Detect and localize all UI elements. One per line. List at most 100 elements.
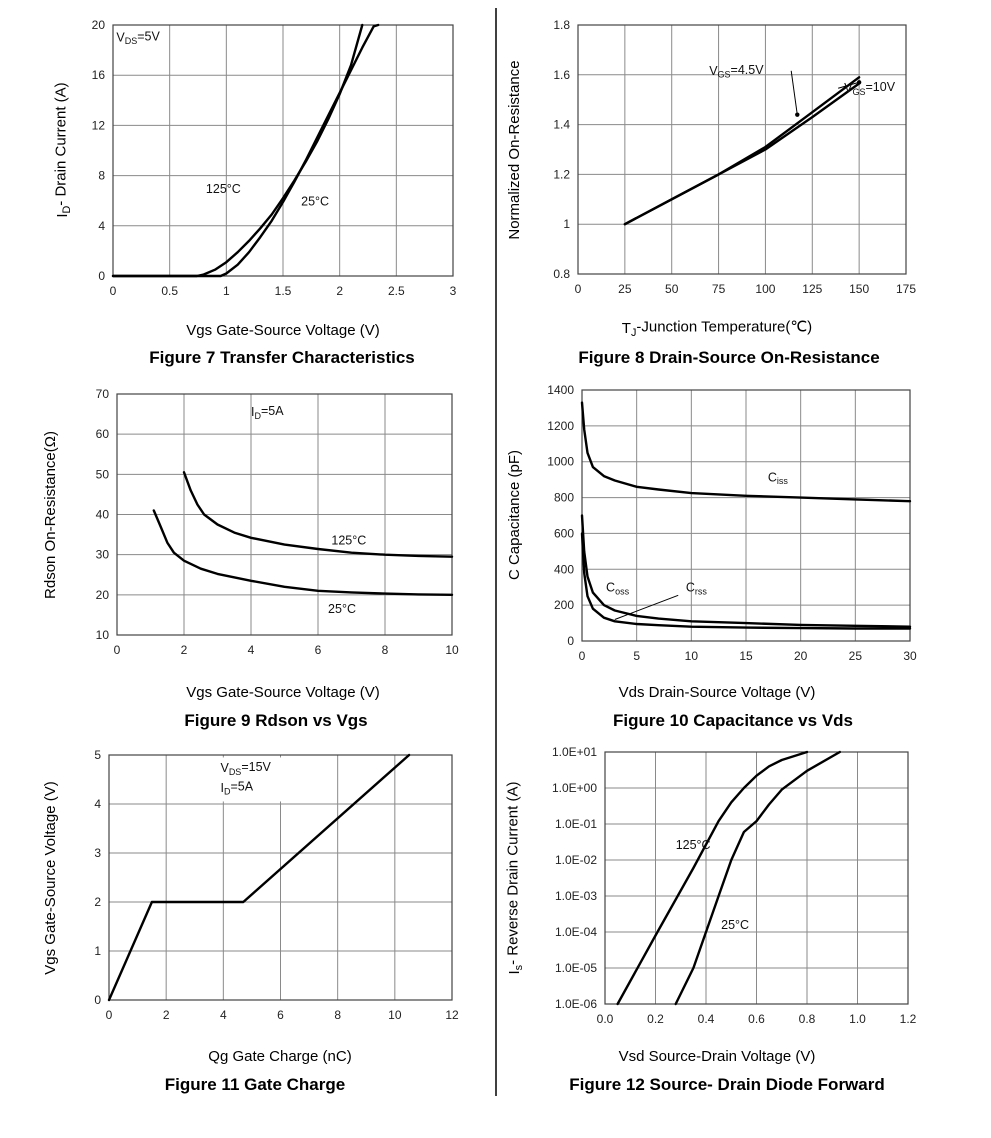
series-line (623, 76, 861, 226)
series-label: 25°C (301, 195, 329, 209)
y-tick-label: 600 (554, 526, 574, 540)
y-tick-label: 20 (92, 18, 106, 32)
leader-arrowhead (795, 112, 800, 117)
x-tick-label: 2 (336, 284, 343, 298)
series-label: Crss​ (686, 581, 708, 597)
y-axis-label: Rdson On-Resistance(Ω) (42, 431, 59, 599)
chart-fig8: 0 25 50 75 100 125 150 175 0.8 1 1.2 1.4 1.6 1.8 TJ​-J… (506, 18, 916, 367)
y-tick-label: 1 (94, 944, 101, 958)
x-tick-label: 20 (794, 649, 808, 663)
series-label: VGS​=10V (844, 80, 896, 97)
x-tick-label: 15 (739, 649, 753, 663)
x-tick-label: 2 (163, 1008, 170, 1022)
y-tick-label: 1.0E-02 (555, 853, 597, 867)
y-tick-label: 1.0E-06 (555, 997, 597, 1011)
x-tick-label: 4 (220, 1008, 227, 1022)
x-tick-label: 1.5 (275, 284, 292, 298)
x-tick-label: 0 (114, 643, 121, 657)
x-tick-label: 2 (181, 643, 188, 657)
figure-title: Figure 10 Capacitance vs Vds (613, 711, 853, 730)
y-tick-label: 0 (98, 269, 105, 283)
y-tick-label: 1.0E-03 (555, 889, 597, 903)
series-line (623, 82, 861, 226)
series-line (107, 753, 411, 1002)
y-tick-label: 1.6 (553, 68, 570, 82)
x-tick-label: 8 (334, 1008, 341, 1022)
plot-frame (108, 754, 453, 1001)
x-tick-label: 1 (223, 284, 230, 298)
x-tick-label: 8 (382, 643, 389, 657)
series-label: Coss​ (606, 581, 630, 597)
x-tick-label: 30 (903, 649, 917, 663)
y-tick-label: 800 (554, 491, 574, 505)
x-tick-label: 0.0 (597, 1012, 614, 1026)
x-tick-label: 150 (849, 282, 869, 296)
x-tick-label: 10 (388, 1008, 402, 1022)
x-tick-label: 0.6 (748, 1012, 765, 1026)
x-tick-label: 0 (579, 649, 586, 663)
y-tick-label: 200 (554, 598, 574, 612)
y-tick-label: 1.0E-01 (555, 817, 597, 831)
x-tick-label: 175 (896, 282, 916, 296)
x-axis-label: Qg Gate Charge (nC) (208, 1048, 351, 1065)
y-tick-label: 30 (96, 548, 110, 562)
y-tick-label: 60 (96, 427, 110, 441)
x-tick-label: 0.5 (161, 284, 178, 298)
y-tick-label: 10 (96, 628, 110, 642)
y-tick-label: 4 (98, 219, 105, 233)
x-tick-label: 0.4 (698, 1012, 715, 1026)
x-axis-label: Vgs Gate-Source Voltage (V) (186, 322, 379, 339)
x-tick-label: 10 (685, 649, 699, 663)
series-line (674, 750, 841, 1006)
y-tick-label: 1.4 (553, 118, 570, 132)
chart-fig9: 0 2 4 6 8 10 10 20 30 40 50 60 70 Vgs Gate-Source Vol… (42, 387, 459, 730)
figure-title: Figure 11 Gate Charge (165, 1075, 345, 1094)
y-tick-label: 2 (94, 895, 101, 909)
x-tick-label: 5 (633, 649, 640, 663)
x-tick-label: 0.8 (799, 1012, 816, 1026)
series-line (152, 509, 454, 596)
x-axis-label: Vgs Gate-Source Voltage (V) (186, 684, 379, 701)
series-line (111, 23, 364, 278)
chart-fig7: 0 0.5 1 1.5 2 2.5 3 0 4 8 12 16 20 Vgs Gate-Source Vo… (53, 18, 457, 367)
condition-annotation: ID​=5A (251, 404, 284, 421)
x-tick-label: 3 (450, 284, 457, 298)
x-tick-label: 75 (712, 282, 726, 296)
series-label: 125°C (206, 182, 241, 196)
x-tick-label: 0 (575, 282, 582, 296)
series-line (111, 23, 380, 278)
y-tick-label: 8 (98, 169, 105, 183)
x-tick-label: 0 (106, 1008, 113, 1022)
leader-arrowhead (856, 80, 862, 85)
figure-title: Figure 12 Source- Drain Diode Forward (569, 1075, 885, 1094)
series-line (616, 750, 809, 1006)
y-tick-label: 1000 (547, 455, 574, 469)
y-tick-label: 16 (92, 68, 106, 82)
y-tick-label: 0 (567, 634, 574, 648)
x-tick-label: 2.5 (388, 284, 405, 298)
y-tick-label: 1.2 (553, 167, 570, 181)
series-line (580, 532, 912, 630)
y-tick-label: 1200 (547, 419, 574, 433)
figure-title: Figure 7 Transfer Characteristics (149, 348, 415, 367)
y-tick-label: 1.0E-05 (555, 961, 597, 975)
y-axis-label: Vgs Gate-Source Voltage (V) (42, 781, 59, 974)
x-tick-label: 1.2 (900, 1012, 917, 1026)
x-tick-label: 4 (248, 643, 255, 657)
y-tick-label: 0 (94, 993, 101, 1007)
figure-title: Figure 9 Rdson vs Vgs (184, 711, 367, 730)
x-axis-label: Vsd Source-Drain Voltage (V) (619, 1048, 816, 1065)
x-axis-label: TJ​-Junction Temperature(℃) (622, 319, 812, 340)
series-label: Ciss​ (768, 470, 789, 486)
y-tick-label: 1 (563, 217, 570, 231)
x-tick-label: 6 (315, 643, 322, 657)
series-line (182, 471, 454, 558)
chart-fig10: 0 5 10 15 20 25 30 0 200 400 600 800 1000 1200 1400 Vds… (506, 383, 917, 730)
y-tick-label: 40 (96, 508, 110, 522)
y-axis-label: Normalized On-Resistance (506, 60, 523, 239)
x-tick-label: 100 (755, 282, 775, 296)
y-tick-label: 1.0E-04 (555, 925, 597, 939)
plot-frame (577, 24, 907, 275)
x-tick-label: 0.2 (647, 1012, 664, 1026)
